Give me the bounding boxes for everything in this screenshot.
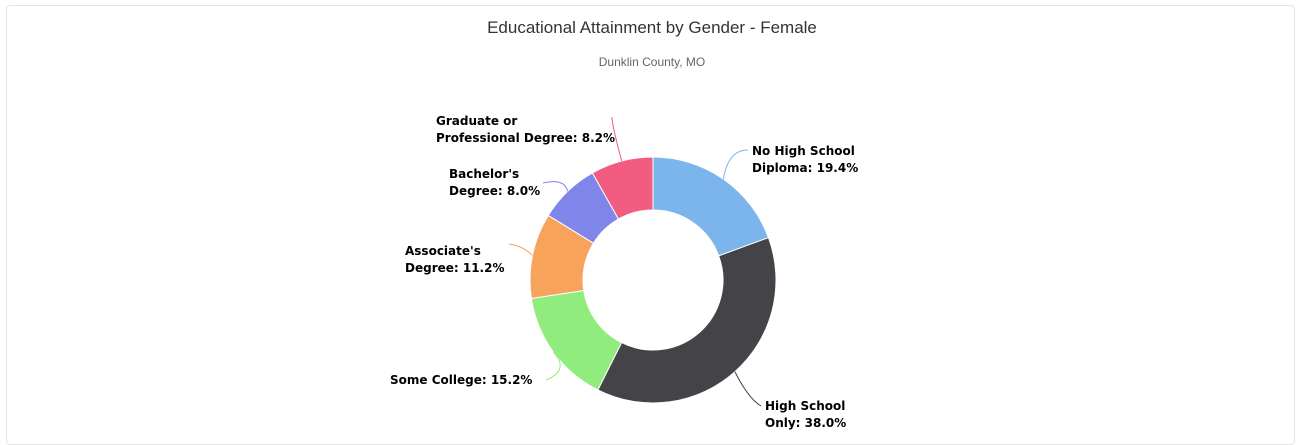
- connector-no-high-school-diploma: [722, 149, 749, 180]
- connector-some-college: [545, 351, 561, 381]
- chart-subtitle: Dunklin County, MO: [599, 55, 705, 69]
- slice-graduate-or-professional-degree[interactable]: [591, 156, 654, 220]
- data-label-some-college: Some College: 15.2%: [390, 373, 532, 387]
- slice-high-school-only[interactable]: [597, 236, 777, 404]
- donut-slices: [529, 156, 777, 404]
- connector-bachelor-s-degree: [542, 181, 569, 192]
- connector-associate-s-degree: [508, 243, 533, 256]
- label-connectors: [508, 116, 762, 407]
- connector-high-school-only: [734, 371, 762, 407]
- chart-title: Educational Attainment by Gender - Femal…: [487, 18, 817, 37]
- data-label-high-school-only: High School Only: 38.0%: [765, 399, 846, 430]
- data-label-associate-s-degree: Associate's Degree: 11.2%: [405, 244, 505, 275]
- data-label-bachelor-s-degree: Bachelor's Degree: 8.0%: [449, 167, 540, 198]
- data-label-no-high-school-diploma: No High School Diploma: 19.4%: [752, 144, 858, 175]
- data-labels: No High School Diploma: 19.4% High School O…: [390, 114, 858, 430]
- connector-graduate-or-professional-degree: [611, 116, 623, 162]
- data-label-graduate-or-professional-degree: Graduate or Professional Degree: 8.2%: [436, 114, 615, 145]
